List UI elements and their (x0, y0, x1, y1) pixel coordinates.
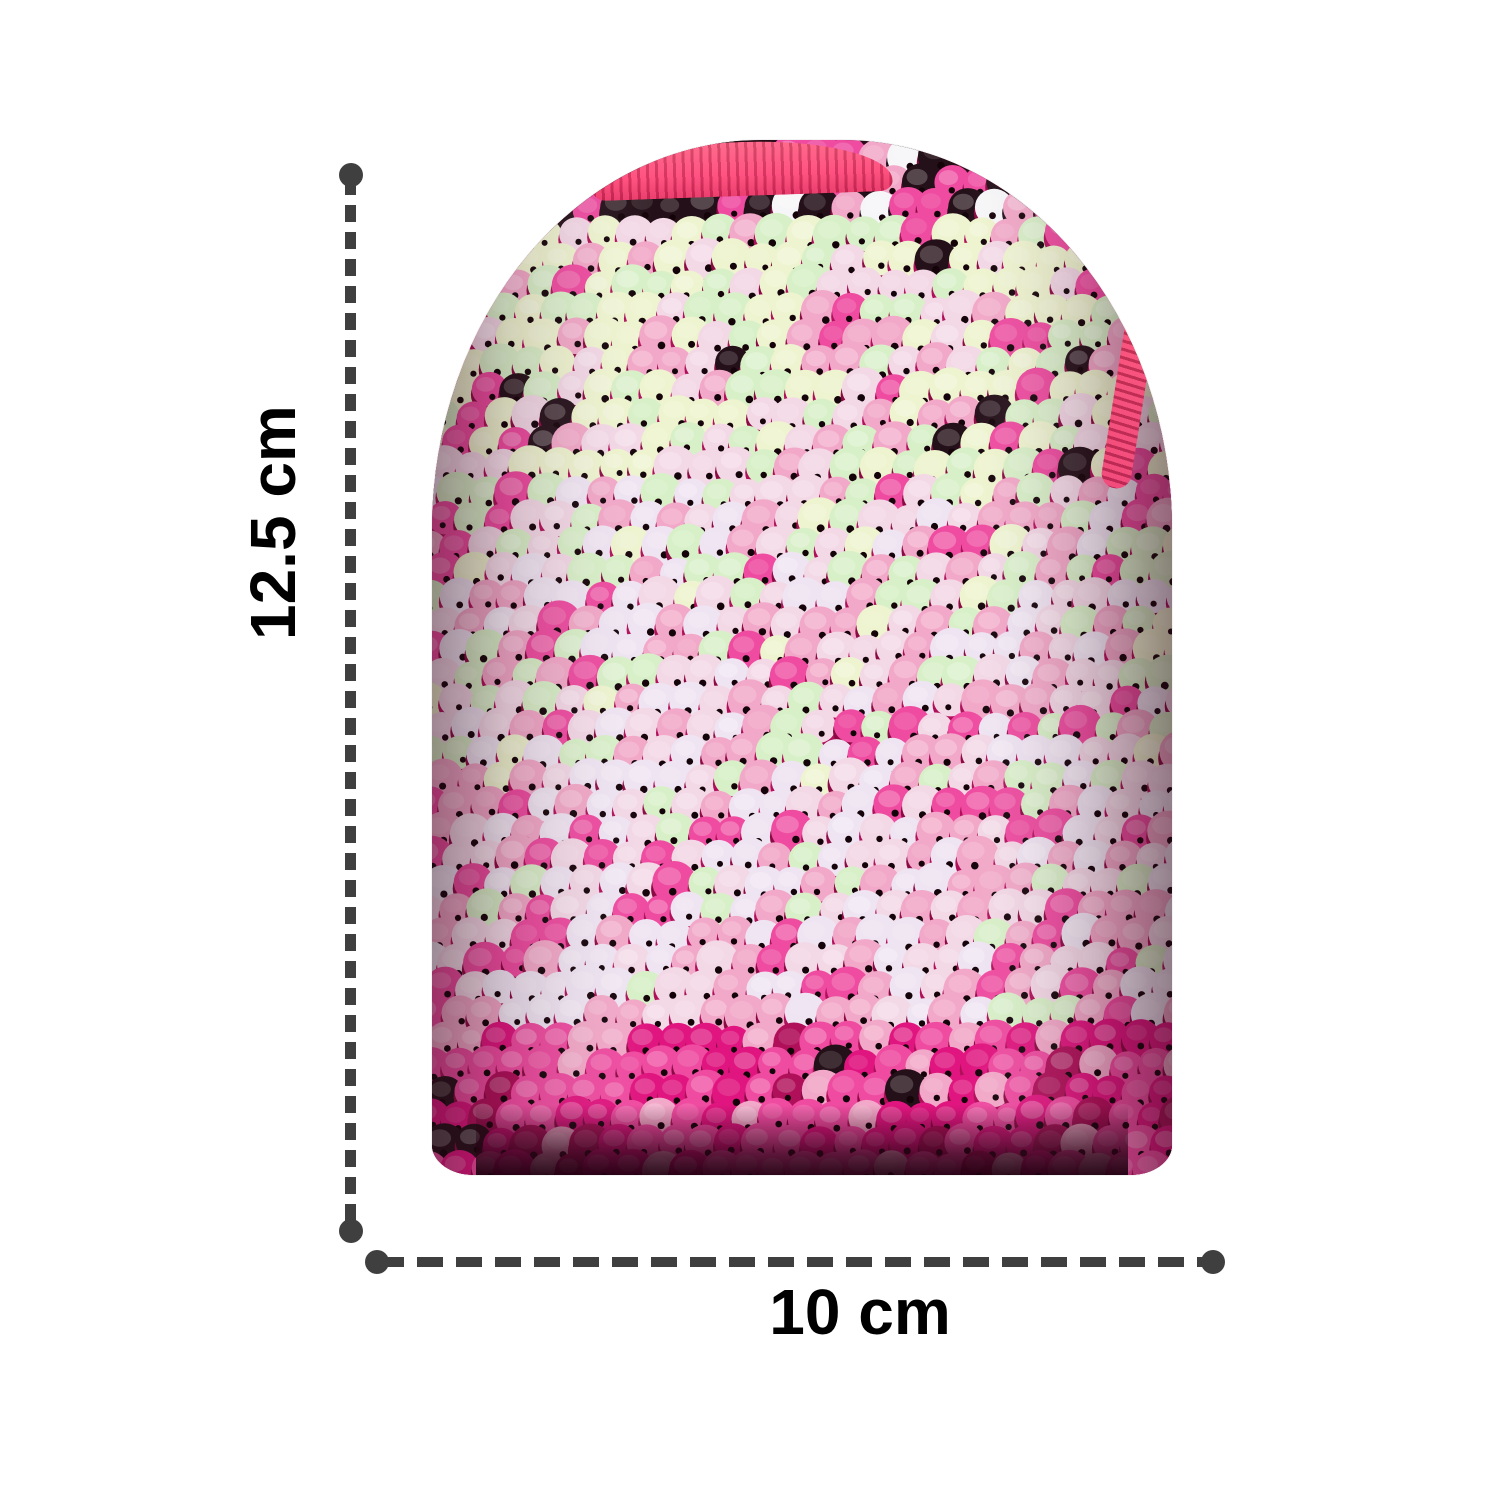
height-dimension-label: 12.5 cm (237, 405, 309, 640)
height-dimension-line (345, 178, 356, 1233)
width-dimension-line (378, 1257, 1214, 1267)
product-photo (432, 140, 1172, 1175)
width-dimension-endpoint-left (365, 1250, 389, 1274)
sequin-texture (432, 140, 1172, 1175)
product-silhouette (432, 140, 1172, 1175)
width-dimension-label: 10 cm (769, 1276, 951, 1348)
height-dimension-endpoint-top (339, 163, 363, 187)
width-dimension-endpoint-right (1201, 1250, 1225, 1274)
height-dimension-endpoint-bottom (339, 1219, 363, 1243)
